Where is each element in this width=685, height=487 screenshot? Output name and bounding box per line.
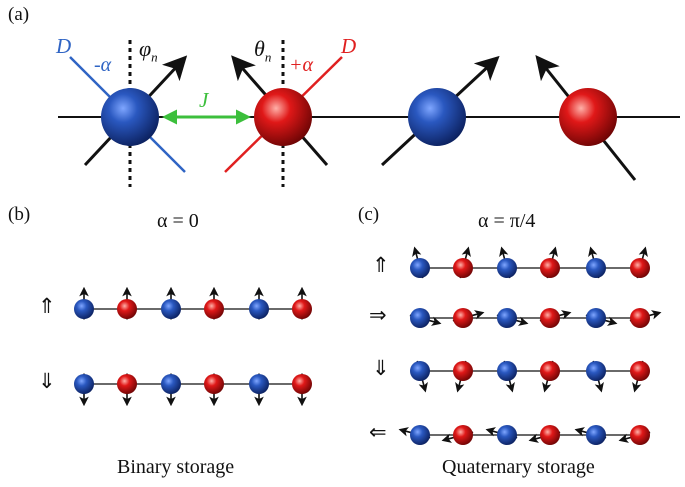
state-right-icon-c: ⇒ bbox=[369, 303, 387, 327]
label-phi-n: φn bbox=[139, 36, 158, 65]
panel-label-c: (c) bbox=[358, 204, 380, 225]
spin-red-c-left-4 bbox=[540, 425, 560, 445]
spin-red-c-left-6 bbox=[630, 425, 650, 445]
state-up-icon-c: ⇑ bbox=[372, 253, 390, 277]
spin-blue-a3 bbox=[408, 88, 466, 146]
spin-blue-c-right-1 bbox=[410, 308, 430, 328]
spin-red-b-down-2 bbox=[117, 374, 137, 394]
label-minus-alpha: -α bbox=[94, 54, 112, 76]
spin-blue-c-down-1 bbox=[410, 361, 430, 381]
spin-blue-b-down-1 bbox=[74, 374, 94, 394]
state-up-icon-b: ⇑ bbox=[38, 294, 56, 318]
spin-red-a2 bbox=[254, 88, 312, 146]
spin-blue-b-up-5 bbox=[249, 299, 269, 319]
spin-red-a4 bbox=[559, 88, 617, 146]
spin-blue-c-left-3 bbox=[497, 425, 517, 445]
spin-red-b-up-4 bbox=[204, 299, 224, 319]
panel-label-a: (a) bbox=[8, 4, 30, 25]
spin-red-c-up-6 bbox=[630, 258, 650, 278]
caption-binary: Binary storage bbox=[117, 456, 235, 478]
spin-blue-c-up-3 bbox=[497, 258, 517, 278]
spin-red-c-right-6 bbox=[630, 308, 650, 328]
spin-red-c-up-4 bbox=[540, 258, 560, 278]
spin-red-c-down-4 bbox=[540, 361, 560, 381]
spin-red-b-up-6 bbox=[292, 299, 312, 319]
spin-red-c-down-6 bbox=[630, 361, 650, 381]
state-left-icon-c: ⇐ bbox=[369, 420, 387, 444]
spin-blue-c-down-3 bbox=[497, 361, 517, 381]
spin-blue-c-up-5 bbox=[586, 258, 606, 278]
spin-red-b-up-2 bbox=[117, 299, 137, 319]
panel-label-b: (b) bbox=[8, 204, 31, 225]
spin-red-b-down-4 bbox=[204, 374, 224, 394]
spin-blue-b-up-1 bbox=[74, 299, 94, 319]
state-down-icon-c: ⇓ bbox=[372, 356, 390, 380]
spin-blue-b-down-5 bbox=[249, 374, 269, 394]
title-c: α = π/4 bbox=[478, 210, 536, 232]
panel-b-chains bbox=[74, 286, 312, 407]
spin-red-c-down-2 bbox=[453, 361, 473, 381]
spin-red-c-up-2 bbox=[453, 258, 473, 278]
label-j: J bbox=[199, 88, 209, 112]
spin-blue-b-down-3 bbox=[161, 374, 181, 394]
spin-blue-c-left-5 bbox=[586, 425, 606, 445]
spin-blue-b-up-3 bbox=[161, 299, 181, 319]
spin-red-b-down-6 bbox=[292, 374, 312, 394]
state-down-icon-b: ⇓ bbox=[38, 369, 56, 393]
spin-blue-c-down-5 bbox=[586, 361, 606, 381]
caption-quaternary: Quaternary storage bbox=[442, 456, 595, 478]
label-theta-n: θn bbox=[254, 36, 272, 65]
spin-red-c-right-4 bbox=[540, 308, 560, 328]
spin-blue-a1 bbox=[101, 88, 159, 146]
panel-c-chains bbox=[398, 246, 662, 445]
spin-blue-c-right-5 bbox=[586, 308, 606, 328]
spin-blue-c-up-1 bbox=[410, 258, 430, 278]
panel-a-chain bbox=[58, 40, 680, 187]
label-plus-alpha: +α bbox=[289, 54, 313, 76]
title-b: α = 0 bbox=[157, 210, 199, 232]
spin-blue-c-right-3 bbox=[497, 308, 517, 328]
spin-blue-c-left-1 bbox=[410, 425, 430, 445]
spin-red-c-left-2 bbox=[453, 425, 473, 445]
label-d-red: D bbox=[341, 34, 357, 58]
label-d-blue: D bbox=[56, 34, 72, 58]
spin-red-c-right-2 bbox=[453, 308, 473, 328]
